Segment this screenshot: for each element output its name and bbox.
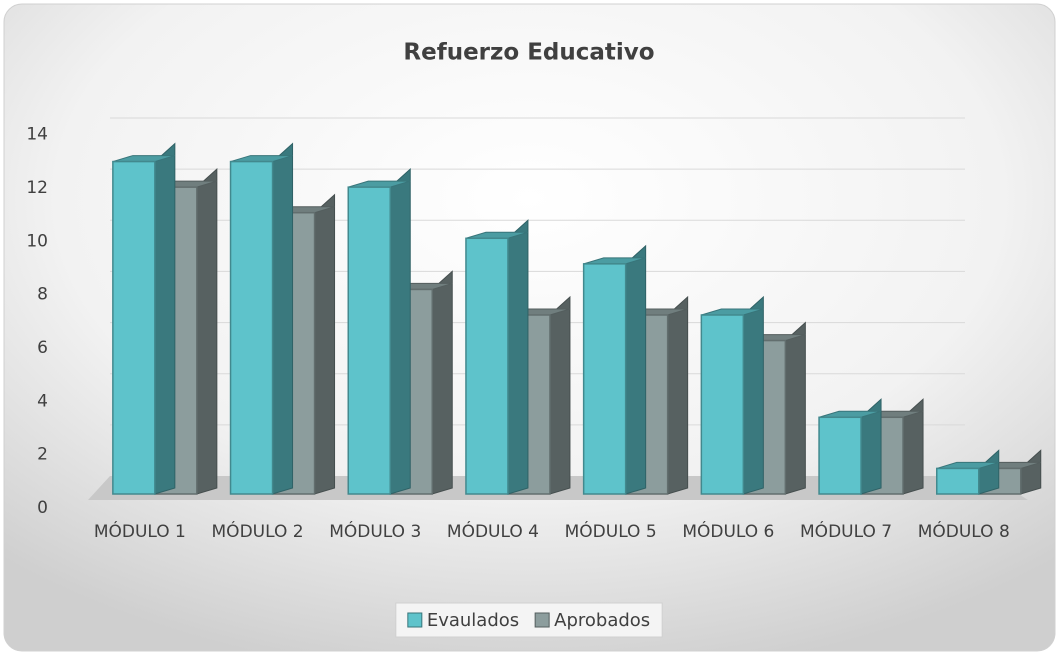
chart-title: Refuerzo Educativo xyxy=(403,40,654,66)
bar-side xyxy=(742,295,764,495)
bar xyxy=(936,467,980,495)
y-tick-label: 6 xyxy=(37,338,48,358)
x-tick-label: MÓDULO 6 xyxy=(682,522,775,542)
bar-side xyxy=(667,295,689,495)
legend-swatch xyxy=(407,612,423,628)
bar-side xyxy=(196,168,218,495)
bar xyxy=(229,160,274,495)
y-tick-label: 0 xyxy=(37,498,48,518)
bar-side xyxy=(389,168,411,495)
y-tick-label: 12 xyxy=(26,178,48,198)
bar xyxy=(582,263,627,495)
bar-side xyxy=(549,295,571,495)
bar-side xyxy=(272,142,294,495)
bar xyxy=(818,416,862,495)
y-tick-label: 2 xyxy=(37,445,48,465)
bar-side xyxy=(431,270,453,495)
y-tick-label: 14 xyxy=(26,125,48,145)
bar-side xyxy=(625,244,647,495)
x-tick-label: MÓDULO 3 xyxy=(329,522,422,542)
y-tick-label: 8 xyxy=(37,285,48,305)
bar-side xyxy=(314,193,336,495)
bar xyxy=(347,186,391,495)
y-tick-label: 10 xyxy=(26,231,48,251)
x-tick-label: MÓDULO 5 xyxy=(564,522,657,542)
x-tick-label: MÓDULO 2 xyxy=(211,522,304,542)
bar-side xyxy=(784,321,806,495)
x-tick-label: MÓDULO 4 xyxy=(446,522,539,542)
bar-side xyxy=(154,142,176,495)
legend-label: Aprobados xyxy=(554,610,650,631)
y-tick-label: 4 xyxy=(37,391,48,411)
bar-side xyxy=(507,219,529,495)
bar xyxy=(112,160,156,495)
x-tick-label: MÓDULO 7 xyxy=(800,522,893,542)
x-tick-label: MÓDULO 8 xyxy=(917,522,1010,542)
bar xyxy=(700,314,745,495)
legend-label: Evaulados xyxy=(427,610,519,631)
bar xyxy=(465,237,509,495)
x-tick-label: MÓDULO 1 xyxy=(93,522,186,542)
legend-swatch xyxy=(534,612,550,628)
legend-box xyxy=(395,602,663,638)
